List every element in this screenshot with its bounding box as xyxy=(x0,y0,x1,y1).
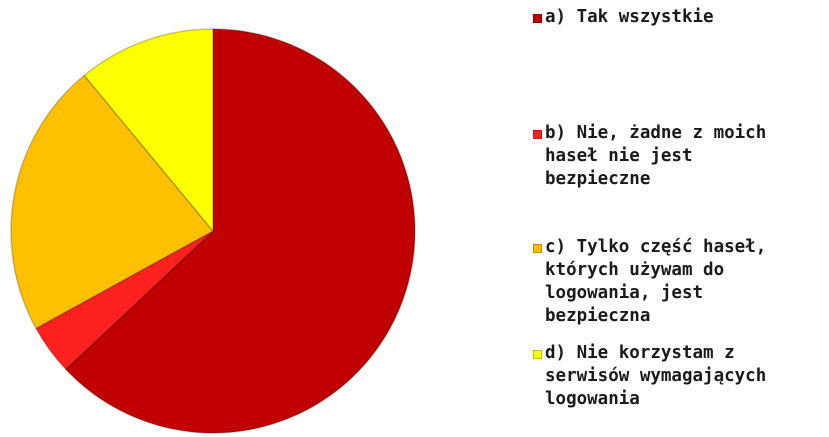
pie-slice-b xyxy=(35,230,214,371)
legend-label-c: c) Tylko część haseł, których używam do … xyxy=(545,237,767,326)
legend-item-d: d) Nie korzystam z serwisów wymagających… xyxy=(533,342,766,411)
legend-item-a: a) Tak wszystkie xyxy=(533,6,714,29)
pie-slice-a xyxy=(64,28,416,434)
pie-chart xyxy=(10,28,416,434)
chart-legend: a) Tak wszystkie b) Nie, żadne z moich h… xyxy=(533,0,829,437)
legend-swatch-a xyxy=(533,14,542,23)
legend-label-d: d) Nie korzystam z serwisów wymagających… xyxy=(545,343,767,409)
legend-label-a: a) Tak wszystkie xyxy=(545,7,714,27)
legend-swatch-b xyxy=(533,130,542,139)
legend-item-c: c) Tylko część haseł, których używam do … xyxy=(533,236,766,328)
legend-swatch-c xyxy=(533,244,542,253)
pie-slice-d xyxy=(83,28,214,232)
legend-swatch-d xyxy=(533,350,542,359)
pie-slice-c xyxy=(10,74,214,330)
legend-label-b: b) Nie, żadne z moich haseł nie jest bez… xyxy=(545,123,767,189)
legend-item-b: b) Nie, żadne z moich haseł nie jest bez… xyxy=(533,122,766,191)
